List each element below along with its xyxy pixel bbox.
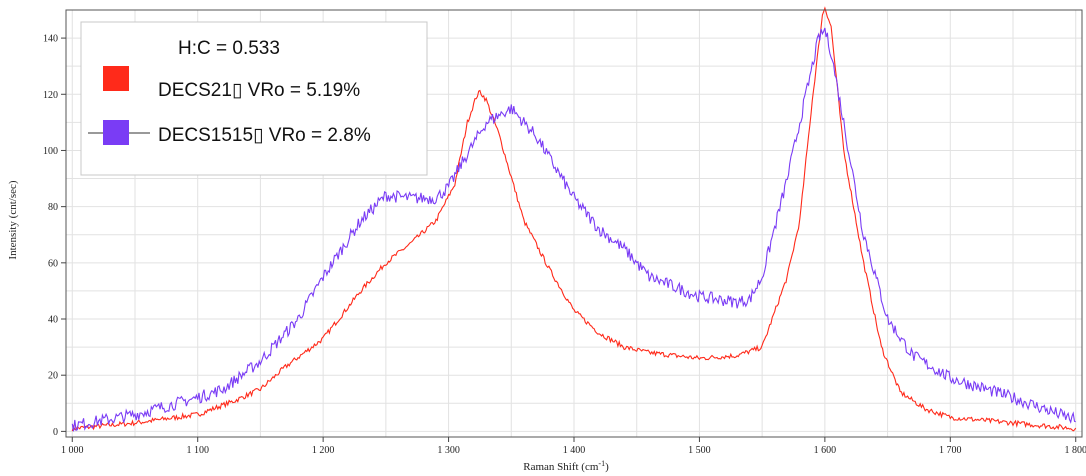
series-line-decs21 [71, 6, 1077, 432]
y-tick-label: 40 [48, 315, 58, 326]
y-tick-label: 140 [43, 34, 58, 45]
y-tick-label: 120 [43, 90, 58, 101]
y-axis-title: Intensity (cnt/sec) [7, 180, 19, 259]
x-tick-label: 1 700 [939, 445, 962, 456]
x-tick-label: 1 000 [61, 445, 84, 456]
x-tick-label: 1 300 [437, 445, 460, 456]
legend-title: H:C = 0.533 [178, 38, 280, 59]
legend-label-decs1515: DECS1515▯ VRo = 2.8% [158, 125, 371, 146]
legend-swatch-decs21 [103, 66, 129, 91]
legend: H:C = 0.533 DECS21▯ VRo = 5.19% DECS1515… [80, 21, 428, 176]
x-tick-label: 1 200 [312, 445, 335, 456]
series-layer [71, 6, 1077, 432]
y-tick-label: 20 [48, 371, 58, 382]
legend-swatch-decs1515 [103, 120, 129, 145]
series-line-decs1515 [71, 27, 1076, 432]
y-tick-label: 60 [48, 258, 58, 269]
legend-box [80, 21, 428, 176]
x-tick-label: 1 400 [563, 445, 586, 456]
y-axis: 0 20 40 60 80 100 120 140 [43, 34, 66, 438]
x-axis: 1 000 1 100 1 200 1 300 1 400 1 500 1 600 1 700… [61, 437, 1086, 456]
y-tick-label: 0 [53, 427, 58, 438]
legend-label-decs21: DECS21▯ VRo = 5.19% [158, 80, 360, 101]
y-tick-label: 100 [43, 146, 58, 157]
x-axis-title: Raman Shift (cm-1) [523, 459, 609, 473]
x-tick-label: 1 600 [814, 445, 837, 456]
x-tick-label: 1 800 [1064, 445, 1086, 456]
y-tick-label: 80 [48, 202, 58, 213]
x-tick-label: 1 100 [186, 445, 209, 456]
x-tick-label: 1 500 [688, 445, 711, 456]
